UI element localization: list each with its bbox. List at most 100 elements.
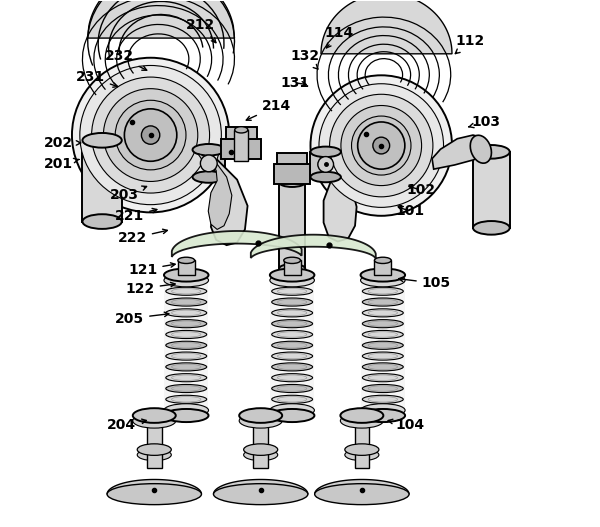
Ellipse shape bbox=[362, 374, 403, 382]
Ellipse shape bbox=[214, 484, 308, 505]
Ellipse shape bbox=[82, 133, 122, 148]
FancyBboxPatch shape bbox=[374, 260, 391, 275]
Ellipse shape bbox=[362, 330, 403, 338]
Text: 122: 122 bbox=[125, 281, 175, 296]
Ellipse shape bbox=[272, 406, 313, 414]
Ellipse shape bbox=[272, 287, 313, 295]
Ellipse shape bbox=[362, 385, 403, 393]
Ellipse shape bbox=[164, 409, 209, 422]
Polygon shape bbox=[172, 231, 302, 257]
Ellipse shape bbox=[270, 404, 314, 417]
Ellipse shape bbox=[166, 374, 206, 382]
Ellipse shape bbox=[361, 268, 405, 281]
Ellipse shape bbox=[137, 444, 172, 455]
Text: 105: 105 bbox=[398, 277, 451, 290]
Ellipse shape bbox=[310, 147, 341, 157]
Text: 232: 232 bbox=[104, 50, 147, 70]
Ellipse shape bbox=[193, 144, 225, 155]
Ellipse shape bbox=[361, 409, 405, 422]
Ellipse shape bbox=[473, 145, 509, 159]
Ellipse shape bbox=[235, 126, 248, 133]
FancyBboxPatch shape bbox=[221, 139, 260, 159]
Ellipse shape bbox=[362, 341, 403, 349]
Ellipse shape bbox=[279, 178, 305, 187]
Ellipse shape bbox=[164, 274, 209, 287]
Polygon shape bbox=[251, 235, 376, 259]
Ellipse shape bbox=[329, 94, 433, 197]
Ellipse shape bbox=[107, 484, 202, 505]
Ellipse shape bbox=[362, 309, 403, 317]
Ellipse shape bbox=[341, 105, 422, 186]
Ellipse shape bbox=[103, 89, 198, 181]
Polygon shape bbox=[198, 153, 232, 229]
Polygon shape bbox=[323, 153, 379, 241]
Ellipse shape bbox=[142, 126, 160, 144]
Text: 103: 103 bbox=[469, 115, 500, 129]
Ellipse shape bbox=[345, 449, 379, 461]
Ellipse shape bbox=[164, 268, 209, 281]
Ellipse shape bbox=[115, 100, 186, 170]
Ellipse shape bbox=[133, 413, 176, 428]
Ellipse shape bbox=[133, 408, 176, 423]
Ellipse shape bbox=[166, 319, 206, 328]
Text: 132: 132 bbox=[290, 50, 320, 69]
FancyBboxPatch shape bbox=[355, 415, 369, 468]
Ellipse shape bbox=[166, 276, 206, 285]
FancyBboxPatch shape bbox=[274, 164, 310, 184]
Ellipse shape bbox=[310, 75, 452, 216]
Ellipse shape bbox=[272, 395, 313, 403]
FancyBboxPatch shape bbox=[270, 275, 314, 415]
FancyBboxPatch shape bbox=[235, 130, 248, 161]
Ellipse shape bbox=[362, 298, 403, 306]
Ellipse shape bbox=[166, 341, 206, 349]
Text: 101: 101 bbox=[395, 204, 425, 218]
Ellipse shape bbox=[178, 257, 194, 264]
Ellipse shape bbox=[272, 330, 313, 338]
Text: 104: 104 bbox=[388, 418, 425, 432]
Text: 131: 131 bbox=[280, 76, 310, 90]
Ellipse shape bbox=[272, 374, 313, 382]
Ellipse shape bbox=[137, 449, 172, 461]
Ellipse shape bbox=[239, 413, 282, 428]
FancyBboxPatch shape bbox=[279, 182, 305, 269]
Ellipse shape bbox=[272, 309, 313, 317]
Ellipse shape bbox=[166, 395, 206, 403]
Ellipse shape bbox=[166, 352, 206, 360]
Ellipse shape bbox=[166, 287, 206, 295]
Ellipse shape bbox=[272, 319, 313, 328]
Ellipse shape bbox=[362, 276, 403, 285]
Polygon shape bbox=[88, 0, 235, 38]
Ellipse shape bbox=[362, 287, 403, 295]
Text: 212: 212 bbox=[186, 18, 216, 43]
Ellipse shape bbox=[166, 330, 206, 338]
Ellipse shape bbox=[279, 264, 305, 274]
Text: 114: 114 bbox=[325, 26, 354, 48]
Ellipse shape bbox=[374, 257, 391, 264]
Text: 102: 102 bbox=[406, 183, 435, 197]
FancyBboxPatch shape bbox=[473, 152, 509, 228]
FancyBboxPatch shape bbox=[226, 127, 257, 139]
Ellipse shape bbox=[166, 406, 206, 414]
Ellipse shape bbox=[270, 409, 314, 422]
Text: 204: 204 bbox=[107, 418, 146, 432]
Ellipse shape bbox=[345, 444, 379, 455]
Ellipse shape bbox=[340, 413, 383, 428]
Ellipse shape bbox=[362, 352, 403, 360]
Ellipse shape bbox=[362, 363, 403, 371]
Text: 201: 201 bbox=[44, 157, 79, 171]
FancyBboxPatch shape bbox=[284, 260, 301, 275]
FancyBboxPatch shape bbox=[277, 153, 307, 164]
Ellipse shape bbox=[166, 363, 206, 371]
Ellipse shape bbox=[373, 137, 389, 154]
Ellipse shape bbox=[244, 444, 278, 455]
FancyBboxPatch shape bbox=[178, 260, 194, 275]
Text: 203: 203 bbox=[110, 186, 146, 202]
Ellipse shape bbox=[92, 77, 209, 193]
FancyBboxPatch shape bbox=[164, 275, 208, 415]
Text: 214: 214 bbox=[246, 99, 291, 120]
Polygon shape bbox=[187, 149, 248, 245]
Text: 112: 112 bbox=[455, 34, 485, 54]
FancyBboxPatch shape bbox=[310, 152, 341, 177]
Ellipse shape bbox=[193, 171, 225, 183]
Ellipse shape bbox=[318, 157, 334, 172]
